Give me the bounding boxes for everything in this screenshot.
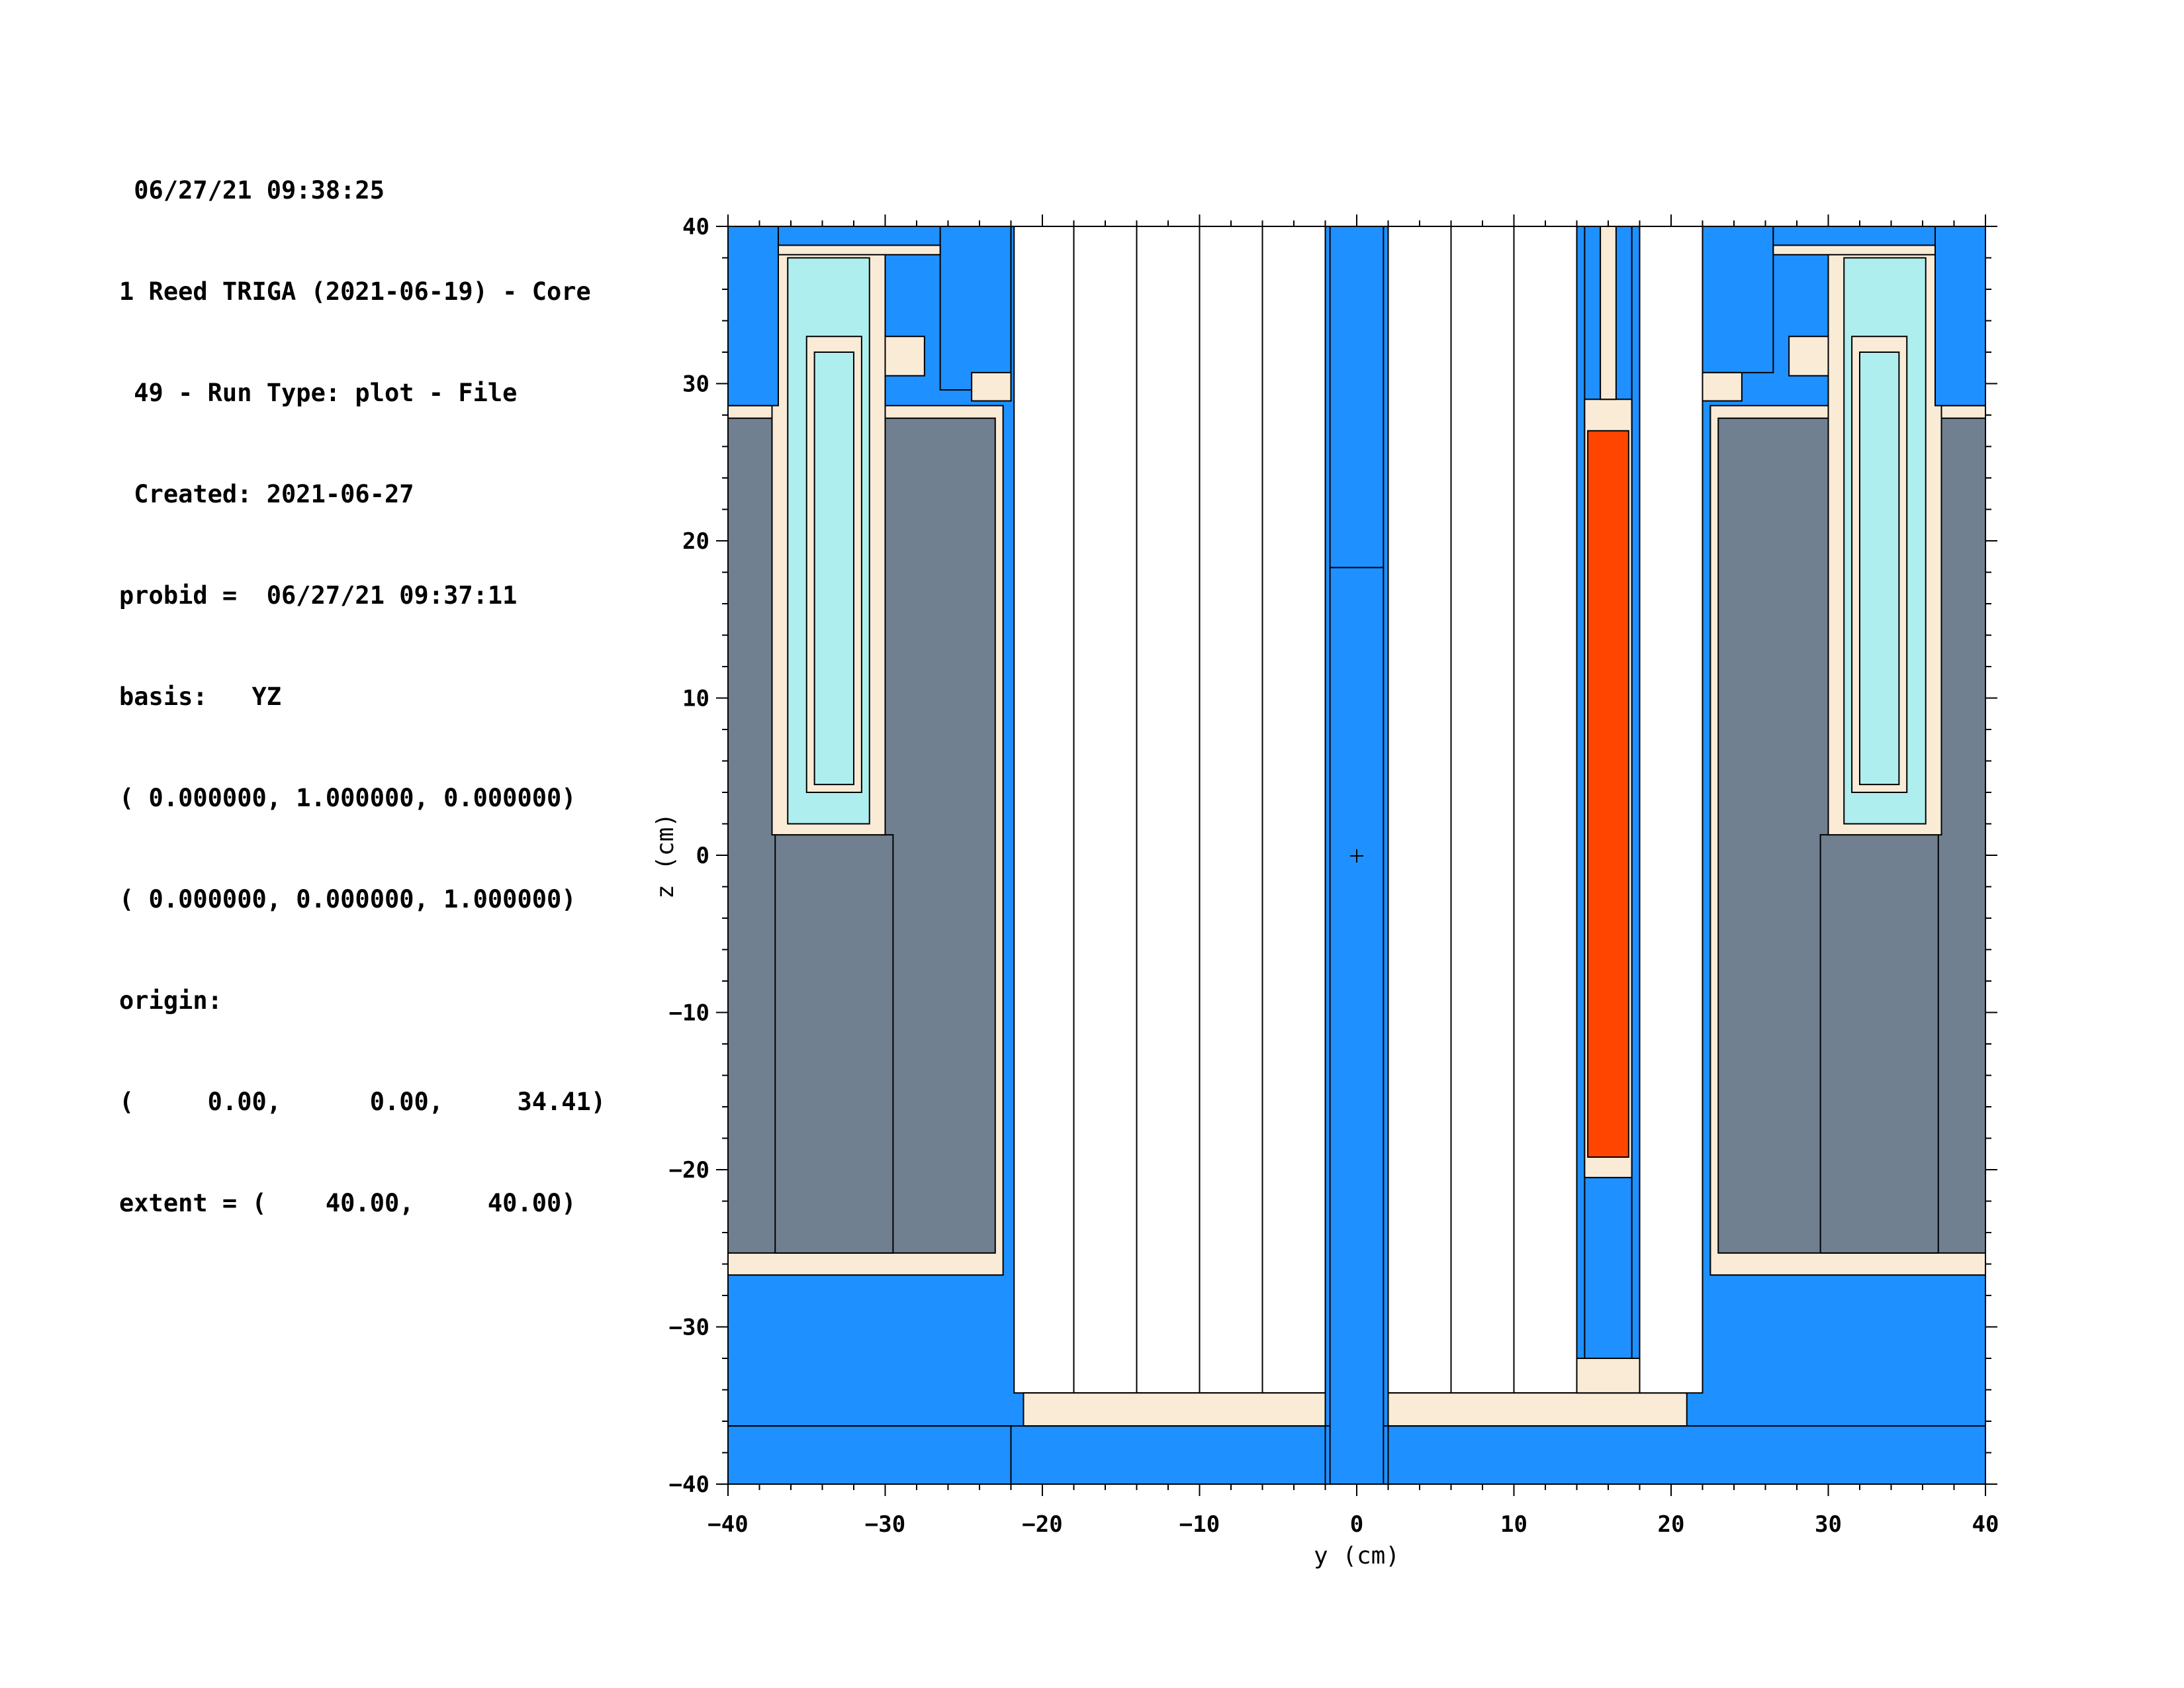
y-axis-title: z (cm) [652,813,679,899]
region-water [1702,226,1774,373]
y-tick-label: 40 [682,214,709,240]
region-aluminum [813,352,854,786]
y-tick-label: −20 [669,1157,709,1184]
y-tick-label: 10 [682,686,709,712]
y-tick-label: −30 [669,1315,709,1341]
x-tick-label: 20 [1658,1511,1685,1538]
header-line: basis: YZ [119,682,282,711]
header-line: ( 0.00, 0.00, 34.41) [119,1088,606,1116]
header-line: 06/27/21 09:38:25 [119,176,385,205]
run-info-header: 06/27/21 09:38:25 1 Reed TRIGA (2021-06-… [119,106,606,1254]
region-void [1639,226,1704,1394]
x-axis-title: y (cm) [1314,1542,1400,1570]
header-line: ( 0.000000, 1.000000, 0.000000) [119,784,576,812]
x-tick-label: −40 [707,1511,748,1538]
region-cladding [1702,371,1743,402]
region-water [778,226,941,246]
header-line: extent = ( 40.00, 40.00) [119,1189,576,1217]
header-line: probid = 06/27/21 09:37:11 [119,581,518,610]
x-tick-label: 40 [1972,1511,1999,1538]
x-tick-label: 30 [1815,1511,1842,1538]
y-tick-label: 0 [696,843,709,869]
region-aluminum [1859,352,1900,786]
header-line: 1 Reed TRIGA (2021-06-19) - Core [119,277,591,306]
region-water [727,1425,1012,1485]
y-tick-label: −40 [669,1472,709,1498]
header-line: 49 - Run Type: plot - File [119,379,518,407]
header-line: Created: 2021-06-27 [119,480,414,508]
region-cladding [1600,226,1617,400]
region-cladding [971,371,1012,402]
region-cladding [1772,244,1936,256]
region-graphite [1819,834,1939,1254]
y-tick-label: 30 [682,371,709,398]
header-line: ( 0.000000, 0.000000, 1.000000) [119,885,576,914]
origin-crosshair [1350,849,1363,863]
tick-labels: −40 −30 −20 −10 0 10 20 30 40 −40 −30 −20 −10 0 10 20 30… [669,214,1999,1538]
region-water [727,226,779,406]
region-water [1934,226,1986,406]
axis-ticks [716,214,1997,1496]
y-tick-label: −10 [669,1000,709,1027]
x-tick-label: 0 [1350,1511,1363,1538]
region-void [1013,226,1326,1394]
x-tick-label: −30 [865,1511,905,1538]
region-water [1772,226,1936,246]
cell-boundaries [728,226,1985,1484]
region-cladding [1788,336,1829,377]
region-graphite [774,834,894,1254]
region-cladding [1576,1358,1641,1394]
header-line: origin: [119,986,222,1015]
x-tick-label: 10 [1500,1511,1527,1538]
region-cladding [778,244,941,256]
region-cladding [884,336,925,377]
material-regions [727,226,1986,1485]
region-fuel [1587,430,1629,1158]
region-cladding [1023,1392,1326,1427]
x-tick-label: −20 [1022,1511,1062,1538]
region-void [1387,226,1578,1394]
x-tick-label: −10 [1179,1511,1220,1538]
region-cladding [1387,1392,1688,1427]
y-tick-label: 20 [682,528,709,555]
region-water [939,226,1012,391]
